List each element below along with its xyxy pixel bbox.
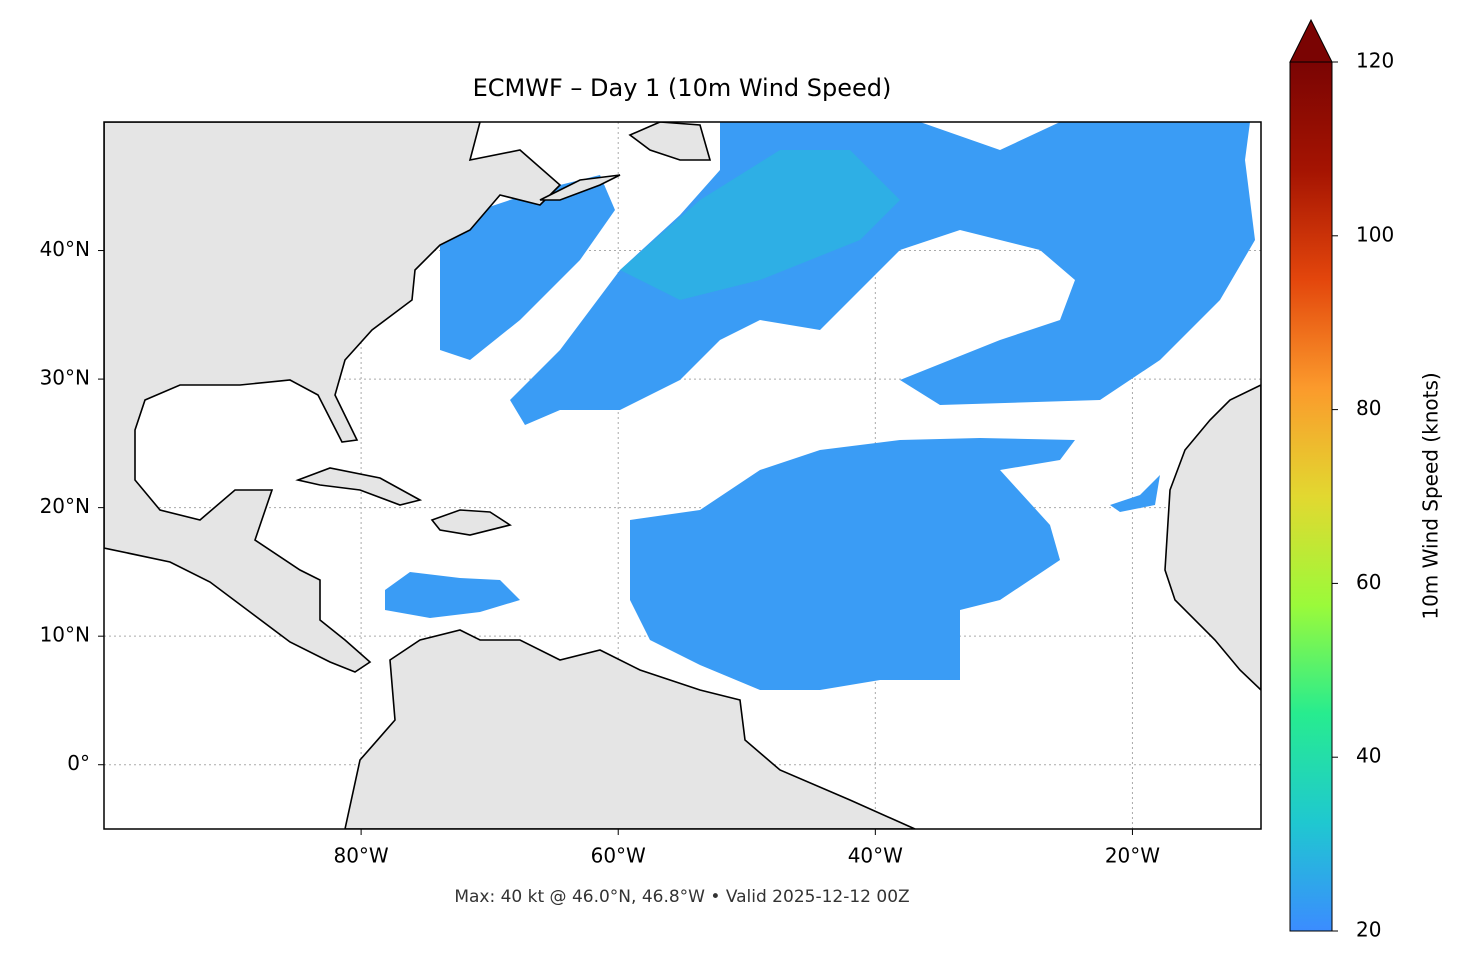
x-tick-label: 60°W [591, 844, 646, 868]
wind-region [385, 572, 520, 618]
hispaniola [430, 509, 512, 536]
land [104, 122, 1261, 829]
colorbar: 10m Wind Speed (knots) 20 40 60 80 100 120 [1289, 18, 1443, 942]
wind-region [510, 122, 1255, 425]
y-tick-label: 30°N [40, 366, 90, 390]
x-tick-label: 40°W [848, 844, 903, 868]
y-tick-label: 0° [67, 751, 90, 775]
wind-field [385, 122, 1255, 690]
annotation: Max: 40 kt @ 46.0°N, 46.8°W • Valid 2025… [454, 887, 909, 907]
colorbar-tick-label: 100 [1356, 222, 1394, 246]
colorbar-extend [1289, 18, 1333, 63]
south-america [344, 629, 916, 829]
y-tick-label: 10°N [40, 623, 90, 647]
wind-region [1110, 475, 1160, 512]
map-frame [103, 121, 1262, 830]
colorbar-body [1289, 61, 1333, 932]
y-tick-label: 40°N [40, 237, 90, 261]
wind-region [630, 438, 1075, 690]
map-area [104, 122, 1261, 829]
wind-region [440, 175, 615, 360]
y-tick-label: 20°N [40, 494, 90, 518]
chart-title: ECMWF – Day 1 (10m Wind Speed) [473, 74, 892, 102]
africa [1164, 384, 1261, 692]
x-tick-label: 80°W [333, 844, 388, 868]
colorbar-tick-label: 40 [1356, 744, 1381, 768]
north-america [104, 122, 562, 673]
cuba [295, 467, 423, 506]
x-tick-label: 20°W [1105, 844, 1160, 868]
colorbar-tick-label: 20 [1356, 918, 1381, 942]
colorbar-tick-label: 60 [1356, 570, 1381, 594]
wind-region [620, 150, 900, 300]
colorbar-tick-label: 120 [1356, 49, 1394, 73]
newfoundland [628, 122, 712, 161]
colorbar-label: 10m Wind Speed (knots) [1419, 372, 1443, 619]
colorbar-tick-label: 80 [1356, 396, 1381, 420]
nova-scotia [539, 174, 621, 201]
